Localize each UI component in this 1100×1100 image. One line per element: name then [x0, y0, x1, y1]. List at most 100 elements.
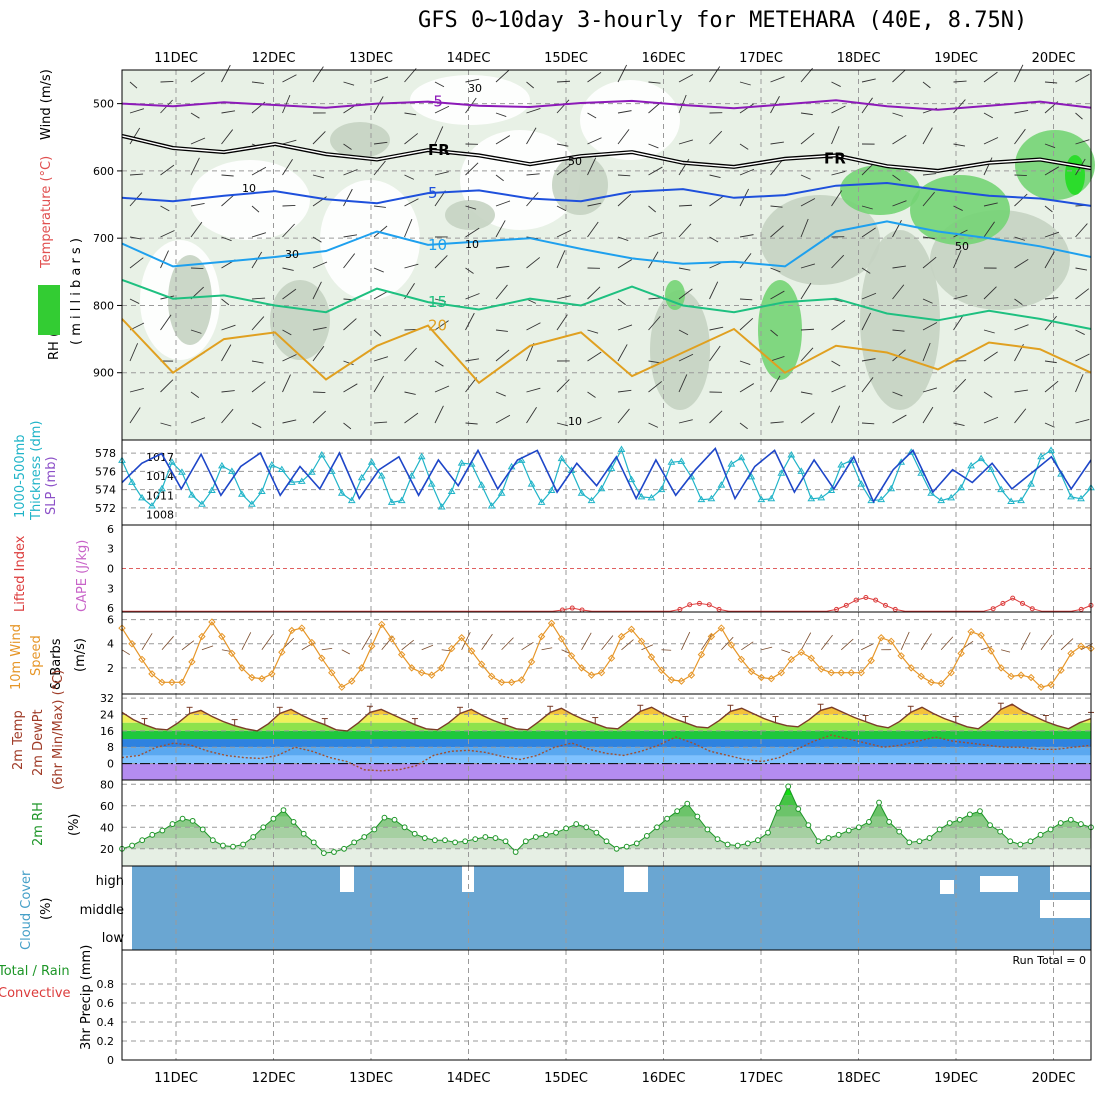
- wind-barb: [312, 391, 326, 394]
- wind-barb: [434, 81, 445, 88]
- thickness-marker: [797, 467, 806, 474]
- slp-tick: 1017: [146, 451, 174, 464]
- wind-barb: [526, 127, 537, 145]
- wind-barb: [892, 284, 905, 300]
- wind-barb: [739, 422, 748, 430]
- wind-speed-marker: [767, 675, 776, 683]
- rh-marker: [199, 826, 206, 833]
- thickness-marker: [218, 461, 226, 469]
- temp-band: [122, 755, 1091, 764]
- rh-marker: [633, 840, 640, 847]
- isotherm-m5: [121, 99, 1092, 111]
- wind-speed-marker: [477, 660, 486, 668]
- wind-speed-marker: [507, 678, 516, 687]
- wind-barb: [129, 173, 144, 176]
- wind-speed-marker: [1047, 681, 1055, 689]
- wind-barb: [495, 220, 506, 238]
- rh-marker: [563, 825, 570, 832]
- wind-barb: [800, 328, 815, 331]
- wind-barb: [282, 419, 297, 424]
- wind-barb: [373, 205, 386, 208]
- rh-marker: [785, 783, 792, 790]
- cloud-level-label: middle: [80, 903, 124, 918]
- wind-barb: [404, 198, 419, 207]
- cloud-base: [132, 866, 1091, 950]
- wind-speed-marker: [198, 632, 206, 641]
- wind-barb-10m: [201, 645, 214, 651]
- rh-patch: [168, 255, 212, 345]
- wind-speed-marker: [318, 654, 326, 662]
- temp-line: [121, 703, 1092, 732]
- y-tick-label: 800: [93, 299, 114, 312]
- wind-speed-marker: [1057, 666, 1065, 674]
- wind-speed-marker: [168, 678, 176, 687]
- wind-barb: [922, 81, 931, 89]
- rh-marker: [230, 843, 236, 850]
- thickness-marker: [967, 461, 976, 469]
- wind-barb-10m: [361, 632, 373, 650]
- wind-speed-marker: [877, 634, 885, 642]
- wind-barb: [190, 112, 200, 119]
- wind-barb: [892, 265, 906, 269]
- thickness-marker: [387, 498, 396, 505]
- slp-tick: 1014: [146, 470, 174, 483]
- wind-barb: [1075, 418, 1090, 424]
- wind-barb: [282, 288, 297, 300]
- wind-barb-10m: [641, 644, 654, 651]
- wind-barb-10m: [1020, 632, 1031, 650]
- wind-speed-marker: [447, 644, 456, 653]
- thickness-marker: [1077, 494, 1085, 502]
- cape-label: CAPE (J/kg): [75, 540, 90, 612]
- wind-barb-10m: [940, 636, 954, 651]
- wind-speed-marker: [348, 677, 356, 685]
- wind-barb: [922, 127, 933, 145]
- thickness-marker: [677, 457, 686, 464]
- li-marker: [687, 602, 693, 608]
- li-marker: [1019, 600, 1025, 606]
- precip-total-label: Total / Rain: [0, 964, 70, 979]
- wind-barb-10m: [840, 638, 854, 651]
- wind-barb: [1014, 324, 1029, 331]
- wind-barb: [556, 379, 570, 393]
- rh-marker: [502, 838, 509, 845]
- isotherm-label: FR: [428, 141, 450, 159]
- wind-barb: [312, 131, 326, 145]
- wind-speed-marker: [807, 654, 815, 662]
- temp-band: [122, 739, 1091, 748]
- isotherm-label: 10: [428, 236, 447, 254]
- thickness-marker: [727, 460, 736, 467]
- rh-marker: [361, 834, 368, 840]
- wind-speed-marker: [128, 640, 136, 648]
- wind-barb: [983, 221, 995, 238]
- thickness-label-2: Thickness (dm): [29, 421, 44, 521]
- rh-marker: [946, 820, 953, 826]
- thickness-marker: [148, 502, 156, 509]
- temp-tick: 16: [100, 725, 114, 738]
- wind-speed-marker: [747, 667, 756, 676]
- wind-speed-marker: [667, 676, 676, 684]
- wind-speed-marker: [158, 678, 166, 687]
- wind-barb: [1044, 81, 1058, 84]
- thickness-marker: [497, 489, 506, 496]
- wind-barb: [587, 112, 597, 119]
- wind-barb: [129, 407, 141, 424]
- wind-barb: [800, 218, 809, 238]
- li-marker: [1000, 600, 1006, 606]
- thickness-marker: [357, 473, 366, 481]
- panel-frame: [121, 611, 1092, 695]
- thickness-marker: [347, 496, 356, 504]
- wind-barb: [770, 225, 784, 238]
- precip-labels: 3hr Precip (mm): [79, 945, 94, 1050]
- wind-barb: [282, 223, 295, 238]
- wind-barb: [404, 347, 417, 362]
- precip-label: 3hr Precip (mm): [79, 945, 94, 1050]
- wind-barb: [770, 290, 785, 300]
- wind-barb: [1075, 329, 1085, 335]
- wind-barb: [465, 358, 480, 362]
- wind-barb-10m: [181, 640, 195, 651]
- wind-speed-marker: [917, 672, 925, 681]
- wind-speed-marker: [1067, 649, 1075, 658]
- wind-barb: [495, 200, 511, 207]
- wind-speed-marker: [208, 618, 216, 626]
- date-label-top: 20DEC: [1032, 51, 1076, 66]
